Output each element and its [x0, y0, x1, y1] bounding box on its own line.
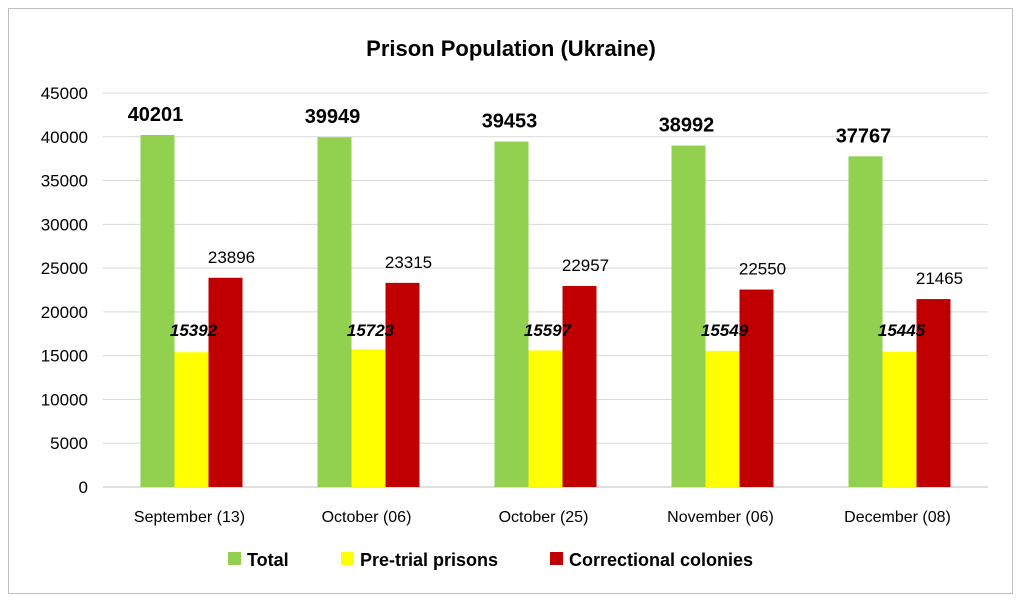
data-label: 15392 [170, 321, 218, 340]
data-label: 21465 [916, 269, 963, 288]
data-label: 23896 [208, 248, 255, 267]
legend-label: Pre-trial prisons [360, 550, 498, 570]
bar [351, 349, 386, 487]
legend-swatch [228, 552, 241, 565]
y-tick-label: 35000 [41, 172, 88, 191]
data-label: 15597 [524, 321, 573, 340]
data-label: 15445 [878, 321, 926, 340]
bar [208, 277, 243, 487]
data-label: 39453 [482, 111, 538, 133]
y-tick-label: 30000 [41, 215, 88, 234]
y-tick-label: 40000 [41, 128, 88, 147]
y-tick-label: 15000 [41, 347, 88, 366]
bar [705, 350, 740, 487]
data-label: 22550 [739, 260, 786, 279]
bar [317, 137, 352, 487]
x-tick-label: November (06) [667, 509, 774, 526]
x-tick-label: December (08) [844, 509, 951, 526]
legend-swatch [341, 552, 354, 565]
bars [140, 135, 951, 488]
x-axis: September (13) October (06) October (25) No… [134, 509, 951, 526]
bar [882, 351, 917, 487]
bar [671, 145, 706, 487]
legend-swatch [550, 552, 563, 565]
data-label: 15549 [701, 321, 749, 340]
data-label: 40201 [128, 104, 184, 126]
x-tick-label: October (06) [322, 509, 412, 526]
bar [916, 299, 951, 487]
data-label: 37767 [836, 125, 892, 147]
data-labels: 40201 15392 23896 39949 15723 23315 39453 15597… [128, 104, 963, 340]
bar [739, 289, 774, 487]
bar [174, 352, 209, 487]
bar [140, 135, 175, 487]
y-tick-label: 0 [79, 478, 88, 497]
bar [562, 285, 597, 487]
chart-title: Prison Population (Ukraine) [366, 36, 656, 61]
bar [385, 282, 420, 487]
data-label: 39949 [305, 106, 361, 128]
legend: Total Pre-trial prisons Correctional colon… [228, 550, 753, 570]
bar [494, 141, 529, 487]
data-label: 22957 [562, 256, 609, 275]
legend-label: Total [247, 550, 289, 570]
x-tick-label: October (25) [499, 509, 589, 526]
bar [528, 350, 563, 487]
legend-label: Correctional colonies [569, 550, 753, 570]
y-tick-label: 25000 [41, 259, 88, 278]
x-tick-label: September (13) [134, 509, 245, 526]
bar [848, 156, 883, 488]
y-tick-label: 20000 [41, 303, 88, 322]
data-label: 15723 [347, 321, 395, 340]
y-tick-label: 10000 [41, 390, 88, 409]
y-tick-label: 5000 [50, 434, 88, 453]
y-axis: 0 5000 10000 15000 20000 25000 30000 35000 40000… [41, 84, 88, 497]
data-label: 23315 [385, 253, 432, 272]
data-label: 38992 [659, 115, 715, 137]
y-tick-label: 45000 [41, 84, 88, 103]
